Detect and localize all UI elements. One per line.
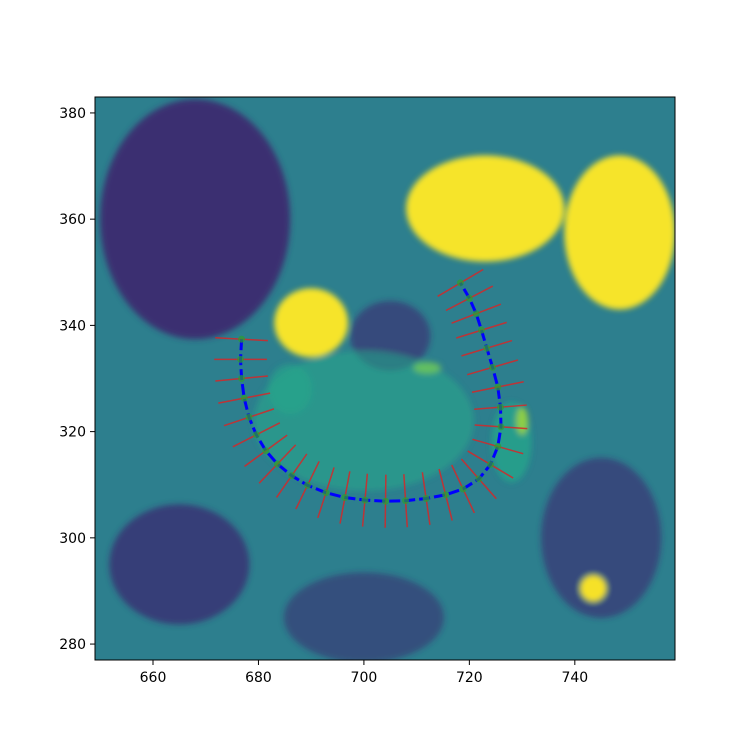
loop-point-23 [494, 383, 502, 391]
x-tick-label-740: 740 [561, 670, 588, 686]
loop-point-4 [245, 413, 253, 421]
loop-overlay [214, 268, 528, 528]
loop-point-16 [442, 491, 450, 499]
axes-frame [94, 96, 676, 661]
bright-filament-right [516, 406, 529, 435]
y-tick-label-380: 380 [59, 106, 86, 122]
x-axis-ticks: 660 680 700 720 740 [140, 660, 588, 686]
y-tick-label-340: 340 [59, 318, 86, 334]
x-tick-label-700: 700 [351, 670, 378, 686]
y-tick-label-300: 300 [59, 531, 86, 547]
x-tick-label-660: 660 [140, 670, 167, 686]
loop-point-26 [477, 326, 485, 334]
bright-filament-center [413, 361, 442, 374]
loop-point-9 [303, 481, 311, 489]
loop-point-21 [497, 423, 505, 431]
teal-arc-left [268, 364, 313, 415]
loop-point-10 [322, 489, 330, 497]
loop-point-1 [237, 355, 245, 363]
loop-point-13 [382, 497, 390, 505]
x-tick-label-680: 680 [245, 670, 272, 686]
loop-point-6 [262, 447, 270, 455]
y-axis-ticks: 280 300 320 340 360 380 [59, 106, 95, 653]
loop-point-2 [238, 375, 246, 382]
loop-point-12 [361, 496, 369, 504]
loop-point-29 [456, 279, 464, 287]
loop-point-17 [459, 485, 467, 493]
bright-region-center-left [274, 288, 349, 358]
loop-point-19 [486, 461, 494, 469]
loop-point-15 [422, 495, 430, 503]
loop-point-22 [496, 403, 504, 411]
dark-region-bottom [283, 572, 444, 660]
bright-region-upper-right [564, 155, 675, 310]
loop-point-18 [475, 475, 483, 483]
bright-region-upper-center [406, 155, 565, 262]
loop-point-11 [341, 493, 349, 501]
loop-point-20 [494, 442, 502, 450]
loop-point-7 [273, 460, 281, 468]
loop-point-0 [238, 335, 246, 343]
image-structure [100, 99, 675, 660]
dark-region-lower-right [541, 457, 662, 618]
loop-point-27 [472, 310, 480, 318]
loop-point-8 [288, 472, 296, 480]
bright-region-lower-right-spot [580, 575, 607, 602]
loop-point-24 [489, 363, 497, 371]
dark-region-lower-left [109, 504, 250, 625]
loop-point-25 [483, 344, 491, 352]
x-tick-label-720: 720 [456, 670, 483, 686]
loop-point-14 [402, 497, 410, 505]
loop-point-5 [252, 431, 260, 439]
loop-point-3 [240, 394, 248, 402]
heatmap-image [95, 97, 675, 660]
y-tick-label-320: 320 [59, 425, 86, 441]
loop-point-28 [465, 294, 473, 302]
y-tick-label-360: 360 [59, 212, 86, 228]
dark-region-upper-left [100, 99, 291, 340]
y-tick-label-280: 280 [59, 637, 86, 653]
